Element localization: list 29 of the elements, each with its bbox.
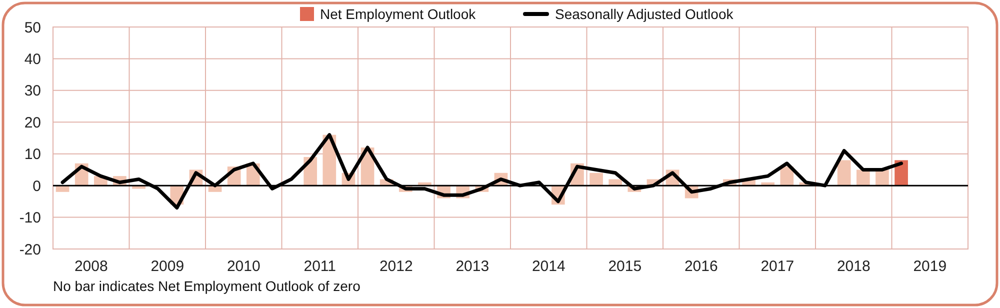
x-tick-label: 2009 — [150, 258, 184, 275]
bar — [894, 160, 908, 186]
x-tick-label: 2012 — [379, 258, 413, 275]
text: No bar indicates Net Employment Outlook of zero — [53, 278, 361, 294]
legend-label: Net Employment Outlook — [320, 6, 477, 22]
bar — [856, 170, 870, 186]
x-tick-label: 2008 — [74, 258, 108, 275]
bar — [876, 170, 889, 186]
y-tick-label: 0 — [32, 178, 41, 195]
x-tick-label: 2010 — [226, 258, 260, 275]
y-tick-label: 20 — [24, 114, 41, 132]
x-tick-label: 2015 — [608, 258, 642, 275]
x-tick-label: 2011 — [304, 258, 336, 275]
y-tick-label: 30 — [24, 82, 41, 100]
y-tick-label: -10 — [19, 210, 41, 227]
y-tick-label: -20 — [19, 241, 41, 258]
x-tick-label: 2013 — [456, 258, 490, 275]
bar — [837, 160, 851, 186]
bar — [608, 179, 622, 186]
y-tick-label: 50 — [24, 19, 41, 36]
x-tick-label: 2014 — [532, 258, 566, 275]
legend-label: Seasonally Adjusted Outlook — [555, 6, 734, 22]
x-tick-label: 2017 — [760, 258, 794, 275]
x-tick-label: 2018 — [836, 258, 870, 275]
bar — [590, 172, 603, 186]
y-tick-label: 10 — [24, 146, 41, 164]
y-tick-label: 40 — [24, 50, 41, 68]
x-tick-label: 2016 — [684, 258, 718, 275]
x-tick-label: 2019 — [913, 258, 947, 275]
